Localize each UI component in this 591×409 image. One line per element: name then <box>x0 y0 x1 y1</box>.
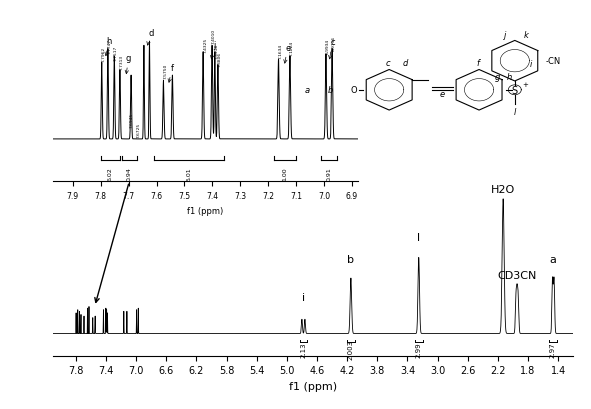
Text: 6.9934: 6.9934 <box>326 39 330 54</box>
Text: a: a <box>550 254 556 264</box>
Text: 6.9716: 6.9716 <box>332 36 336 51</box>
Text: l: l <box>417 232 420 242</box>
Text: a: a <box>305 86 310 95</box>
Text: j: j <box>504 31 506 40</box>
Text: h: h <box>105 37 112 56</box>
Text: e: e <box>284 44 290 64</box>
Text: g: g <box>125 54 131 74</box>
Text: H2O: H2O <box>491 184 515 195</box>
Text: -CN: -CN <box>546 57 561 66</box>
Text: 7.6725: 7.6725 <box>137 122 140 137</box>
Text: 7.3806: 7.3806 <box>217 52 222 66</box>
Text: 2.97: 2.97 <box>550 342 556 357</box>
Text: 0.94: 0.94 <box>127 166 132 180</box>
Text: 7.1224: 7.1224 <box>290 41 294 56</box>
Text: h: h <box>506 73 512 82</box>
Text: CD3CN: CD3CN <box>498 270 537 280</box>
Text: 5.01: 5.01 <box>186 167 191 180</box>
Text: 2.13: 2.13 <box>300 342 306 357</box>
Text: 7.1634: 7.1634 <box>278 44 282 59</box>
Text: b: b <box>328 86 333 95</box>
Text: d: d <box>147 29 154 46</box>
Text: 2.99: 2.99 <box>415 342 422 357</box>
Text: f: f <box>168 64 174 83</box>
Text: c: c <box>386 59 390 68</box>
Text: i: i <box>530 60 532 69</box>
Text: l: l <box>514 108 516 117</box>
Text: 1.00: 1.00 <box>282 167 287 180</box>
Text: i: i <box>302 292 305 302</box>
Text: 7.6945: 7.6945 <box>130 112 134 128</box>
Text: 7.7962: 7.7962 <box>102 47 106 61</box>
Text: c: c <box>329 38 335 60</box>
Text: 0.91: 0.91 <box>326 166 332 180</box>
Text: +: + <box>522 81 528 88</box>
Text: f: f <box>476 59 479 68</box>
Text: 7.7313: 7.7313 <box>120 54 124 70</box>
Text: 7.5750: 7.5750 <box>164 64 167 79</box>
Text: 7.3918: 7.3918 <box>215 43 219 58</box>
Text: 6.02: 6.02 <box>108 166 113 180</box>
X-axis label: f1 (ppm): f1 (ppm) <box>289 381 337 391</box>
Text: 7.4325: 7.4325 <box>203 38 207 53</box>
Text: S: S <box>512 85 518 96</box>
Text: 7.7517: 7.7517 <box>114 45 118 61</box>
Text: 7.4010: 7.4010 <box>212 29 216 44</box>
Text: 2.003: 2.003 <box>348 339 354 360</box>
Text: g: g <box>495 73 500 82</box>
Text: k: k <box>524 31 529 40</box>
Text: d: d <box>402 59 408 68</box>
Text: 7.7747: 7.7747 <box>108 39 112 54</box>
Text: b: b <box>348 254 355 264</box>
Text: j: j <box>210 40 216 60</box>
Text: e: e <box>440 90 445 99</box>
Text: O: O <box>350 86 357 95</box>
X-axis label: f1 (ppm): f1 (ppm) <box>187 206 223 215</box>
